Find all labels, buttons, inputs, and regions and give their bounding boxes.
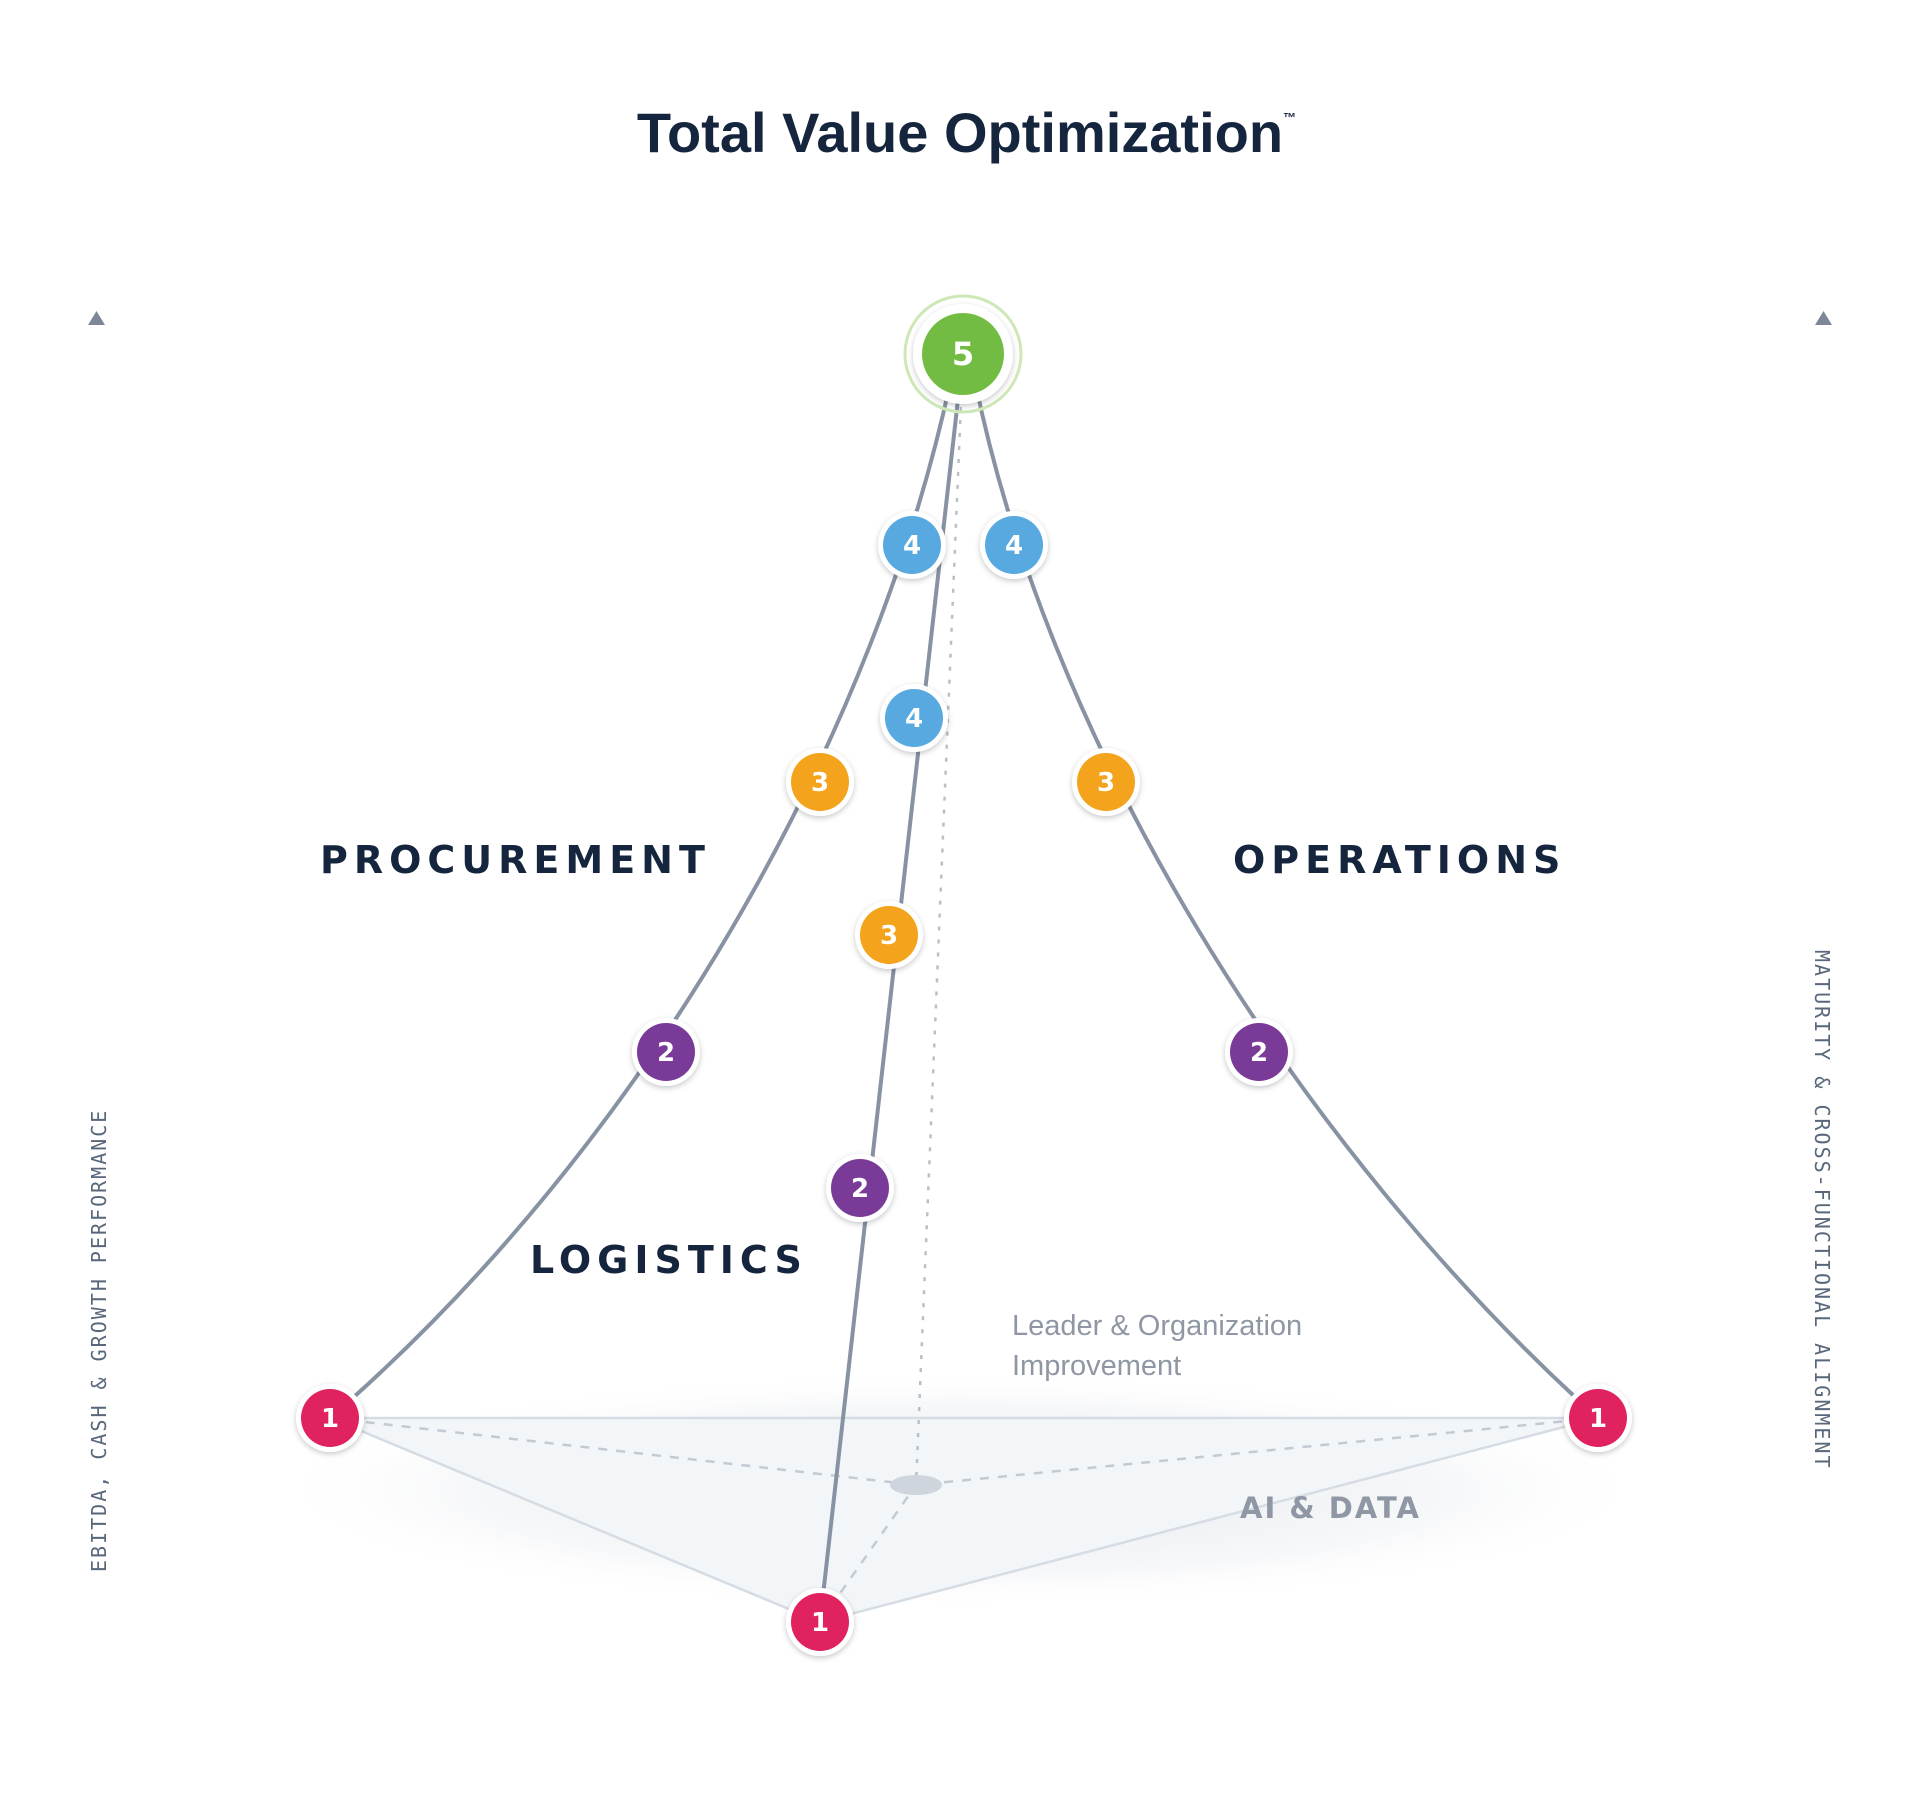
dashed-line-left — [329, 1416, 917, 1487]
center-base-point — [890, 1475, 942, 1495]
apex-halo-ring — [903, 294, 1023, 414]
level-5-number: 5 — [952, 335, 974, 373]
level-3-number: 3 — [811, 768, 829, 798]
level-4-node-procurement: 4 — [878, 511, 946, 579]
level-3-number: 3 — [880, 921, 898, 951]
level-1-number: 1 — [1589, 1404, 1607, 1434]
level-4-number: 4 — [903, 531, 921, 561]
level-4-node-logistics: 4 — [880, 684, 948, 752]
level-1-number: 1 — [321, 1404, 339, 1434]
level-3-number: 3 — [1097, 768, 1115, 798]
level-1-node-procurement: 1 — [296, 1384, 364, 1452]
level-4-number: 4 — [905, 704, 923, 734]
level-4-node-operations: 4 — [980, 511, 1048, 579]
level-1-number: 1 — [811, 1608, 829, 1638]
base-plane — [330, 1418, 1598, 1622]
right-axis: MATURITY & CROSS-FUNCTIONAL ALIGNMENT — [1810, 311, 1834, 1470]
level-5-apex-node: 5 — [903, 294, 1023, 414]
operations-edge — [968, 354, 1600, 1420]
level-1-node-logistics: 1 — [786, 1588, 854, 1656]
level-2-number: 2 — [1250, 1038, 1268, 1068]
level-3-node-procurement: 3 — [786, 748, 854, 816]
left-axis-label: EBITDA, CASH & GROWTH PERFORMANCE — [87, 1109, 111, 1572]
leader-organization-label-line1: Leader & Organization — [1012, 1310, 1302, 1342]
level-4-number: 4 — [1005, 531, 1023, 561]
level-2-number: 2 — [851, 1174, 869, 1204]
logistics-edge — [818, 354, 965, 1623]
level-2-number: 2 — [657, 1038, 675, 1068]
right-axis-arrow-icon — [1815, 311, 1832, 325]
trademark-mark: ™ — [1283, 110, 1296, 125]
level-3-node-logistics: 3 — [855, 901, 923, 969]
level-2-node-procurement: 2 — [632, 1018, 700, 1086]
procurement-label: PROCUREMENT — [320, 838, 711, 882]
right-axis-label: MATURITY & CROSS-FUNCTIONAL ALIGNMENT — [1810, 950, 1834, 1470]
ai-data-label: AI & DATA — [1240, 1491, 1421, 1525]
logistics-label: LOGISTICS — [530, 1238, 808, 1282]
left-axis: EBITDA, CASH & GROWTH PERFORMANCE — [87, 311, 111, 1572]
base-edge-left — [329, 1416, 821, 1624]
level-2-node-logistics: 2 — [826, 1154, 894, 1222]
leader-organization-label-line2: Improvement — [1012, 1350, 1181, 1382]
left-axis-arrow-icon — [88, 311, 105, 325]
base-edge-right — [819, 1416, 1599, 1624]
operations-label: OPERATIONS — [1233, 838, 1566, 882]
level-3-node-operations: 3 — [1072, 748, 1140, 816]
dashed-line-right — [915, 1416, 1599, 1487]
level-2-node-operations: 2 — [1225, 1018, 1293, 1086]
level-1-node-operations: 1 — [1564, 1384, 1632, 1452]
page-title: Total Value Optimization — [637, 101, 1283, 164]
